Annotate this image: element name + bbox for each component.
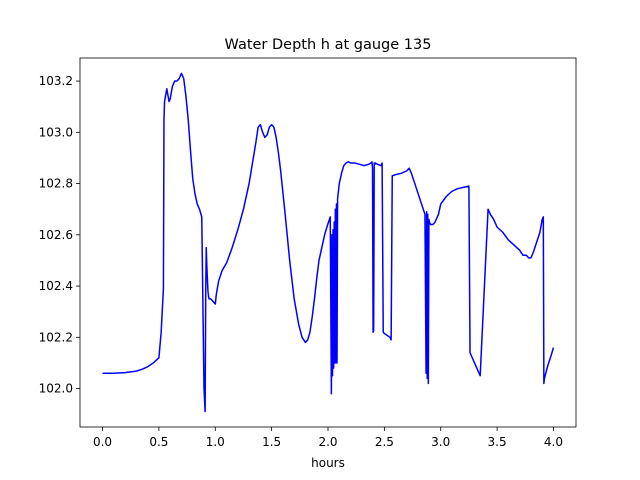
y-axis: 102.0 102.2 102.4 102.6 102.8 103.0 103.2 [39,74,80,396]
x-tick-label: 3.0 [431,435,450,449]
x-tick-label: 2.0 [318,435,337,449]
x-tick-label: 4.0 [544,435,563,449]
series-line-water-depth [102,72,555,413]
y-tick-label: 102.8 [39,177,73,191]
x-axis-label: hours [311,456,345,470]
y-tick-label: 102.2 [39,330,73,344]
x-tick-label: 1.0 [206,435,225,449]
chart-title: Water Depth h at gauge 135 [225,37,432,53]
x-tick-label: 1.5 [262,435,281,449]
x-tick-label: 3.5 [488,435,507,449]
y-tick-label: 103.2 [39,74,73,88]
x-tick-label: 2.5 [375,435,394,449]
plot-area [102,72,555,413]
x-axis: 0.0 0.5 1.0 1.5 2.0 2.5 3.0 3.5 4.0 [93,427,563,449]
x-tick-label: 0.5 [149,435,168,449]
y-tick-label: 102.4 [39,279,73,293]
y-tick-label: 102.6 [39,228,73,242]
x-tick-label: 0.0 [93,435,112,449]
y-tick-label: 102.0 [39,382,73,396]
y-tick-label: 103.0 [39,125,73,139]
